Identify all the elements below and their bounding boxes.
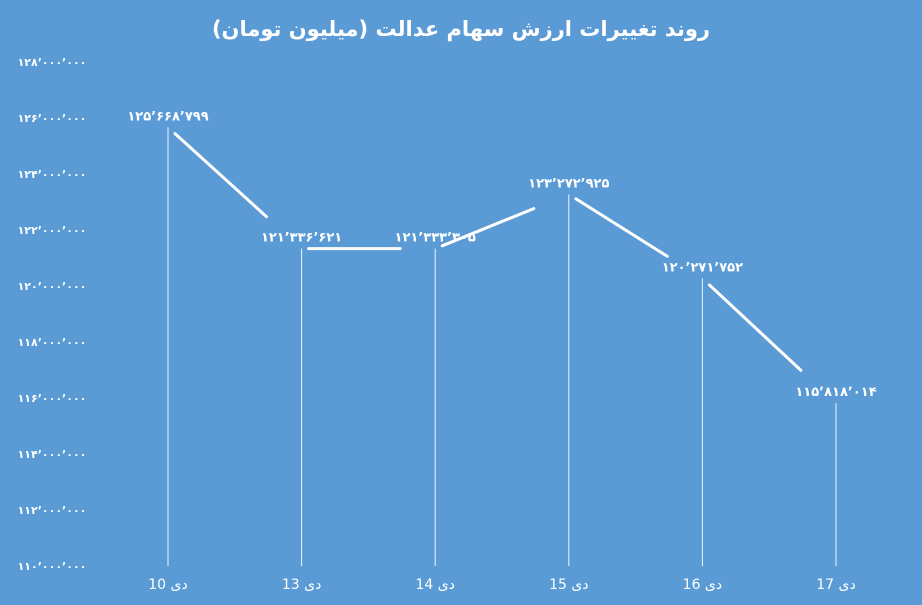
series-line-segment xyxy=(440,207,536,248)
y-tick-label: ۱۱۴٬۰۰۰٬۰۰۰ xyxy=(18,448,87,461)
data-label: ۱۲۳٬۲۷۲٬۹۲۵ xyxy=(528,176,609,191)
x-tick-label: 17 دی xyxy=(816,577,855,593)
y-tick-label: ۱۱۲٬۰۰۰٬۰۰۰ xyxy=(18,504,87,517)
x-tick-label: 16 دی xyxy=(683,577,722,593)
y-tick-label: ۱۲۴٬۰۰۰٬۰۰۰ xyxy=(18,168,87,181)
y-tick-label: ۱۱۰٬۰۰۰٬۰۰۰ xyxy=(18,560,87,573)
y-tick-label: ۱۲۸٬۰۰۰٬۰۰۰ xyxy=(18,56,87,69)
y-tick-label: ۱۲۶٬۰۰۰٬۰۰۰ xyxy=(18,112,87,125)
data-label: ۱۱۵٬۸۱۸٬۰۱۴ xyxy=(795,385,876,400)
series-line-segment xyxy=(707,283,803,372)
y-axis-ticks: ۱۲۸٬۰۰۰٬۰۰۰ ۱۲۶٬۰۰۰٬۰۰۰ ۱۲۴٬۰۰۰٬۰۰۰ ۱۲۲٬۰۰۰… xyxy=(18,56,87,573)
x-tick-label: 10 دی xyxy=(148,577,187,593)
data-label: ۱۲۱٬۳۳۳٬۳۰۵ xyxy=(395,231,476,246)
series-line-segment xyxy=(173,132,269,219)
data-label: ۱۲۱٬۳۳۶٬۶۲۱ xyxy=(261,231,342,246)
x-tick-label: 13 دی xyxy=(282,577,321,593)
y-tick-label: ۱۲۲٬۰۰۰٬۰۰۰ xyxy=(18,224,87,237)
x-tick-label: 14 دی xyxy=(415,577,454,593)
series-line xyxy=(173,132,803,372)
series-line-segment xyxy=(574,197,669,258)
data-labels: ۱۲۵٬۶۶۸٬۷۹۹ ۱۲۱٬۳۳۶٬۶۲۱ ۱۲۱٬۳۳۳٬۳۰۵ ۱۲۳٬۲۷۲… xyxy=(127,109,876,400)
data-label: ۱۲۰٬۲۷۱٬۷۵۲ xyxy=(662,260,743,275)
data-label: ۱۲۵٬۶۶۸٬۷۹۹ xyxy=(127,109,208,124)
y-tick-label: ۱۲۰٬۰۰۰٬۰۰۰ xyxy=(18,280,87,293)
x-axis-ticks: 10 دی 13 دی 14 دی 15 دی 16 دی 17 دی xyxy=(148,577,855,593)
x-tick-label: 15 دی xyxy=(549,577,588,593)
y-tick-label: ۱۱۸٬۰۰۰٬۰۰۰ xyxy=(18,336,87,349)
y-tick-label: ۱۱۶٬۰۰۰٬۰۰۰ xyxy=(18,392,87,405)
drop-lines xyxy=(167,127,837,566)
chart-title: روند تغییرات ارزش سهام عدالت (میلیون توم… xyxy=(212,17,710,41)
